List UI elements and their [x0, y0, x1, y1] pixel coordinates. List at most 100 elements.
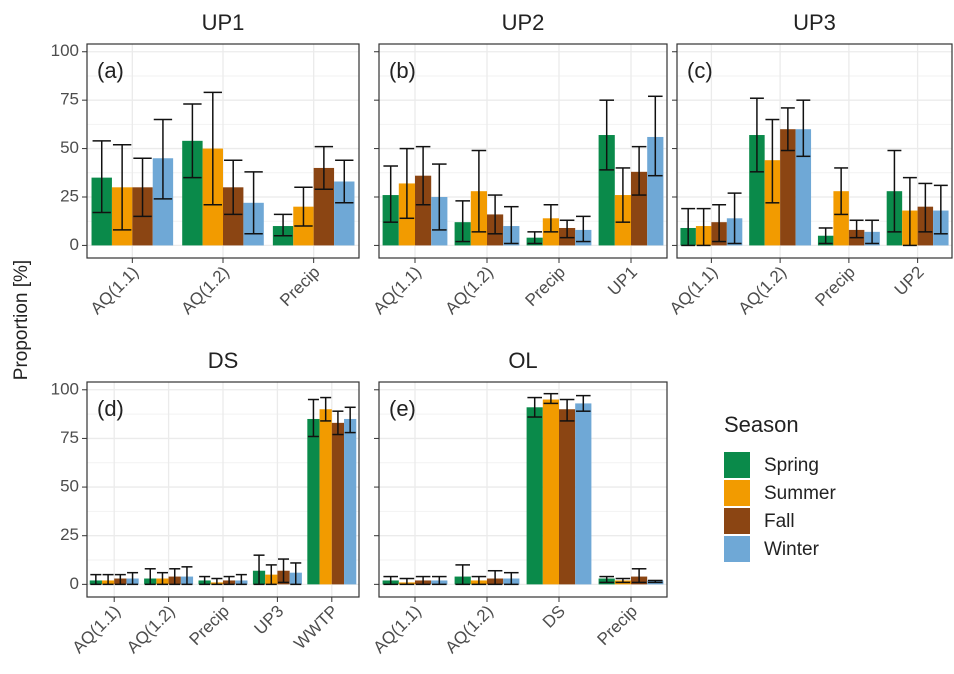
error-bar — [432, 163, 447, 231]
error-bar — [307, 398, 319, 438]
strip-title: UP1 — [202, 10, 245, 35]
error-bar — [133, 157, 152, 218]
bar — [559, 409, 576, 585]
strip-title: UP3 — [793, 10, 836, 35]
error-bar — [749, 97, 764, 173]
x-tick-label: AQ(1.2) — [441, 263, 497, 319]
error-bar — [918, 182, 933, 233]
error-bar — [144, 568, 156, 586]
error-bar — [169, 568, 181, 586]
x-tick-label: UP3 — [251, 602, 288, 639]
y-tick-label: 0 — [70, 574, 79, 593]
error-bar — [834, 167, 849, 216]
bar — [344, 418, 357, 585]
x-tick-label: Precip — [593, 602, 641, 650]
bar — [331, 422, 345, 585]
x-tick-label: AQ(1.1) — [369, 602, 425, 658]
error-bar — [127, 571, 139, 586]
panel-border — [676, 43, 953, 259]
error-bar — [504, 205, 519, 245]
bar — [575, 403, 592, 585]
x-tick-label: AQ(1.1) — [87, 263, 143, 319]
error-bar — [543, 203, 559, 233]
error-bar — [153, 118, 173, 200]
error-bar — [114, 573, 126, 586]
x-tick-label: WWTP — [290, 602, 341, 653]
strip-title: UP2 — [502, 10, 545, 35]
error-bar — [559, 219, 575, 239]
error-bar — [471, 575, 487, 586]
bar — [526, 407, 543, 585]
bar — [780, 129, 796, 246]
bar — [598, 135, 615, 246]
panel-border — [86, 43, 360, 259]
error-bar — [203, 91, 222, 206]
y-axis-label: Proportion [%] — [11, 260, 32, 380]
panel-border — [378, 381, 668, 598]
x-tick-label: AQ(1.2) — [441, 602, 497, 658]
bar — [313, 167, 335, 246]
error-bar — [780, 107, 795, 152]
y-tick-label: 50 — [60, 138, 79, 157]
panel-label: (b) — [389, 58, 416, 83]
legend-title: Season — [724, 412, 799, 437]
error-bar — [648, 579, 663, 584]
error-bar — [415, 145, 431, 206]
legend-label: Summer — [764, 483, 836, 504]
error-bar — [320, 396, 332, 422]
error-bar — [631, 568, 647, 584]
panel-label: (c) — [687, 58, 713, 83]
bar — [182, 140, 203, 246]
error-bar — [818, 227, 833, 245]
error-bar — [415, 575, 431, 586]
legend-label: Fall — [764, 511, 795, 532]
error-bar — [615, 167, 631, 223]
error-bar — [865, 219, 880, 245]
error-bar — [278, 558, 290, 584]
panel-border — [86, 381, 360, 598]
error-bar — [92, 140, 111, 214]
x-tick-label: AQ(1.2) — [735, 263, 791, 319]
legend-key — [724, 452, 750, 478]
error-bar — [294, 186, 313, 227]
x-tick-label: AQ(1.1) — [69, 602, 125, 658]
y-tick-label: 100 — [51, 41, 79, 60]
bar — [223, 187, 244, 246]
panel-border — [378, 43, 668, 259]
error-bar — [90, 573, 102, 586]
bar — [307, 418, 320, 585]
error-bar — [399, 577, 415, 586]
error-bar — [156, 571, 168, 586]
error-bar — [631, 145, 647, 196]
error-bar — [504, 571, 519, 586]
x-tick-label: DS — [539, 602, 569, 632]
y-tick-label: 0 — [70, 235, 79, 254]
error-bar — [576, 394, 591, 412]
error-bar — [559, 398, 575, 422]
legend-label: Winter — [764, 539, 820, 560]
x-tick-label: Precip — [276, 263, 324, 311]
bar — [795, 129, 812, 246]
error-bar — [471, 149, 487, 233]
error-bar — [335, 159, 354, 204]
y-tick-label: 50 — [60, 477, 79, 496]
error-bar — [543, 392, 559, 405]
error-bar — [887, 149, 902, 233]
error-bar — [235, 573, 247, 586]
error-bar — [224, 159, 243, 216]
x-tick-label: UP2 — [891, 263, 928, 300]
error-bar — [933, 184, 948, 235]
y-tick-label: 25 — [60, 186, 79, 205]
error-bar — [487, 569, 503, 586]
error-bar — [399, 147, 415, 220]
error-bar — [599, 575, 614, 584]
legend-key — [724, 508, 750, 534]
bar — [152, 158, 174, 246]
strip-title: OL — [508, 348, 537, 373]
error-bar — [455, 564, 470, 586]
error-bar — [681, 207, 696, 247]
error-bar — [223, 575, 235, 586]
error-bar — [432, 575, 447, 586]
error-bar — [290, 562, 302, 586]
